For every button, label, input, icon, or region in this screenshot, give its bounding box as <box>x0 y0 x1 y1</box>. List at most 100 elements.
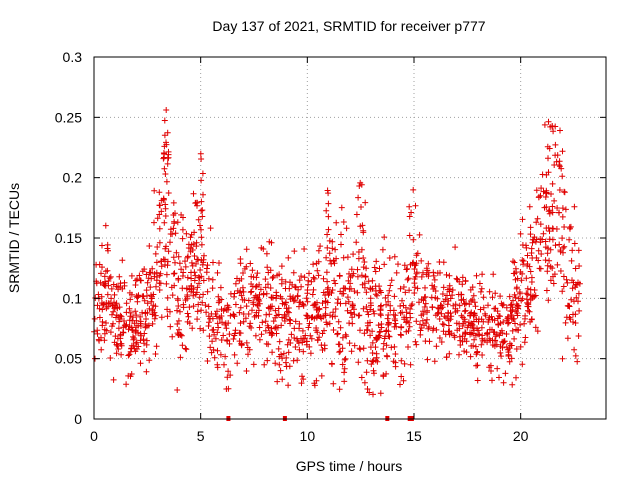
data-point <box>223 337 230 343</box>
data-point <box>559 205 566 212</box>
data-point <box>197 325 204 332</box>
data-point <box>179 273 186 279</box>
data-point <box>528 279 535 285</box>
data-point <box>453 275 460 282</box>
data-point <box>283 363 290 370</box>
data-point <box>278 276 285 283</box>
data-point <box>393 323 400 330</box>
data-point <box>144 292 150 299</box>
data-point <box>334 331 341 338</box>
data-point <box>223 325 230 332</box>
data-point <box>157 270 164 277</box>
data-point <box>484 329 491 336</box>
data-point <box>561 243 568 250</box>
data-point <box>134 276 141 283</box>
data-point <box>184 310 191 317</box>
data-point <box>379 246 386 253</box>
data-point <box>253 294 260 301</box>
data-point <box>162 171 169 177</box>
data-point <box>547 277 554 284</box>
data-point <box>94 302 101 309</box>
data-point <box>145 275 152 282</box>
data-point <box>277 367 284 374</box>
data-point <box>376 329 383 336</box>
data-point <box>576 307 583 314</box>
data-point <box>239 284 246 291</box>
data-point <box>496 374 502 381</box>
data-point <box>219 319 225 326</box>
data-point <box>392 351 399 357</box>
data-point <box>329 238 336 245</box>
data-point <box>163 280 170 287</box>
data-point <box>543 287 550 294</box>
data-point <box>175 253 182 260</box>
data-point <box>320 275 327 282</box>
data-point <box>372 287 379 294</box>
data-point <box>110 308 117 315</box>
y-tick-label: 0.2 <box>63 170 83 186</box>
data-point <box>143 271 150 278</box>
data-point <box>566 236 573 243</box>
data-point <box>174 321 181 327</box>
data-point <box>527 268 534 275</box>
data-point <box>285 349 292 356</box>
data-point <box>99 242 105 249</box>
data-point <box>342 300 349 307</box>
data-point <box>357 179 364 186</box>
data-point <box>190 286 197 293</box>
data-point <box>298 380 305 387</box>
data-point <box>165 148 172 155</box>
data-point <box>576 280 583 287</box>
data-point <box>210 259 216 266</box>
data-point <box>355 312 362 319</box>
data-point <box>183 285 190 292</box>
data-point <box>369 328 376 335</box>
data-point <box>292 344 299 350</box>
data-point <box>315 247 322 254</box>
data-point <box>276 361 283 368</box>
data-point <box>118 351 125 358</box>
data-point <box>532 324 539 331</box>
data-point <box>368 302 374 309</box>
data-point <box>351 342 358 349</box>
data-point <box>176 326 182 333</box>
data-point <box>566 314 573 321</box>
data-point <box>385 298 392 305</box>
data-point <box>161 117 168 124</box>
data-point <box>310 261 317 268</box>
data-point <box>264 357 271 364</box>
data-point <box>243 303 250 310</box>
data-point <box>423 271 430 278</box>
data-point <box>365 311 372 318</box>
data-point <box>256 324 263 331</box>
data-point <box>128 272 135 279</box>
data-point <box>218 296 225 303</box>
data-point <box>175 303 182 309</box>
data-point <box>413 341 420 348</box>
data-point <box>236 329 243 336</box>
data-point <box>253 274 260 281</box>
data-point <box>344 294 351 301</box>
data-point <box>146 243 153 249</box>
data-point <box>521 339 528 346</box>
data-point <box>380 373 387 380</box>
data-point <box>170 212 177 218</box>
data-point <box>438 339 445 345</box>
data-point <box>304 298 311 305</box>
data-point <box>132 308 139 315</box>
data-point <box>472 303 479 310</box>
data-point <box>522 334 529 341</box>
data-point <box>118 340 125 347</box>
data-point <box>324 244 331 251</box>
data-point <box>440 284 447 291</box>
data-point <box>94 327 101 334</box>
data-point <box>480 304 487 311</box>
data-point <box>395 261 401 268</box>
data-point <box>559 355 566 362</box>
data-point <box>519 216 526 223</box>
data-point <box>485 316 492 323</box>
data-point <box>210 326 217 333</box>
data-point <box>214 308 220 315</box>
data-point <box>316 334 323 341</box>
data-point <box>459 323 466 329</box>
